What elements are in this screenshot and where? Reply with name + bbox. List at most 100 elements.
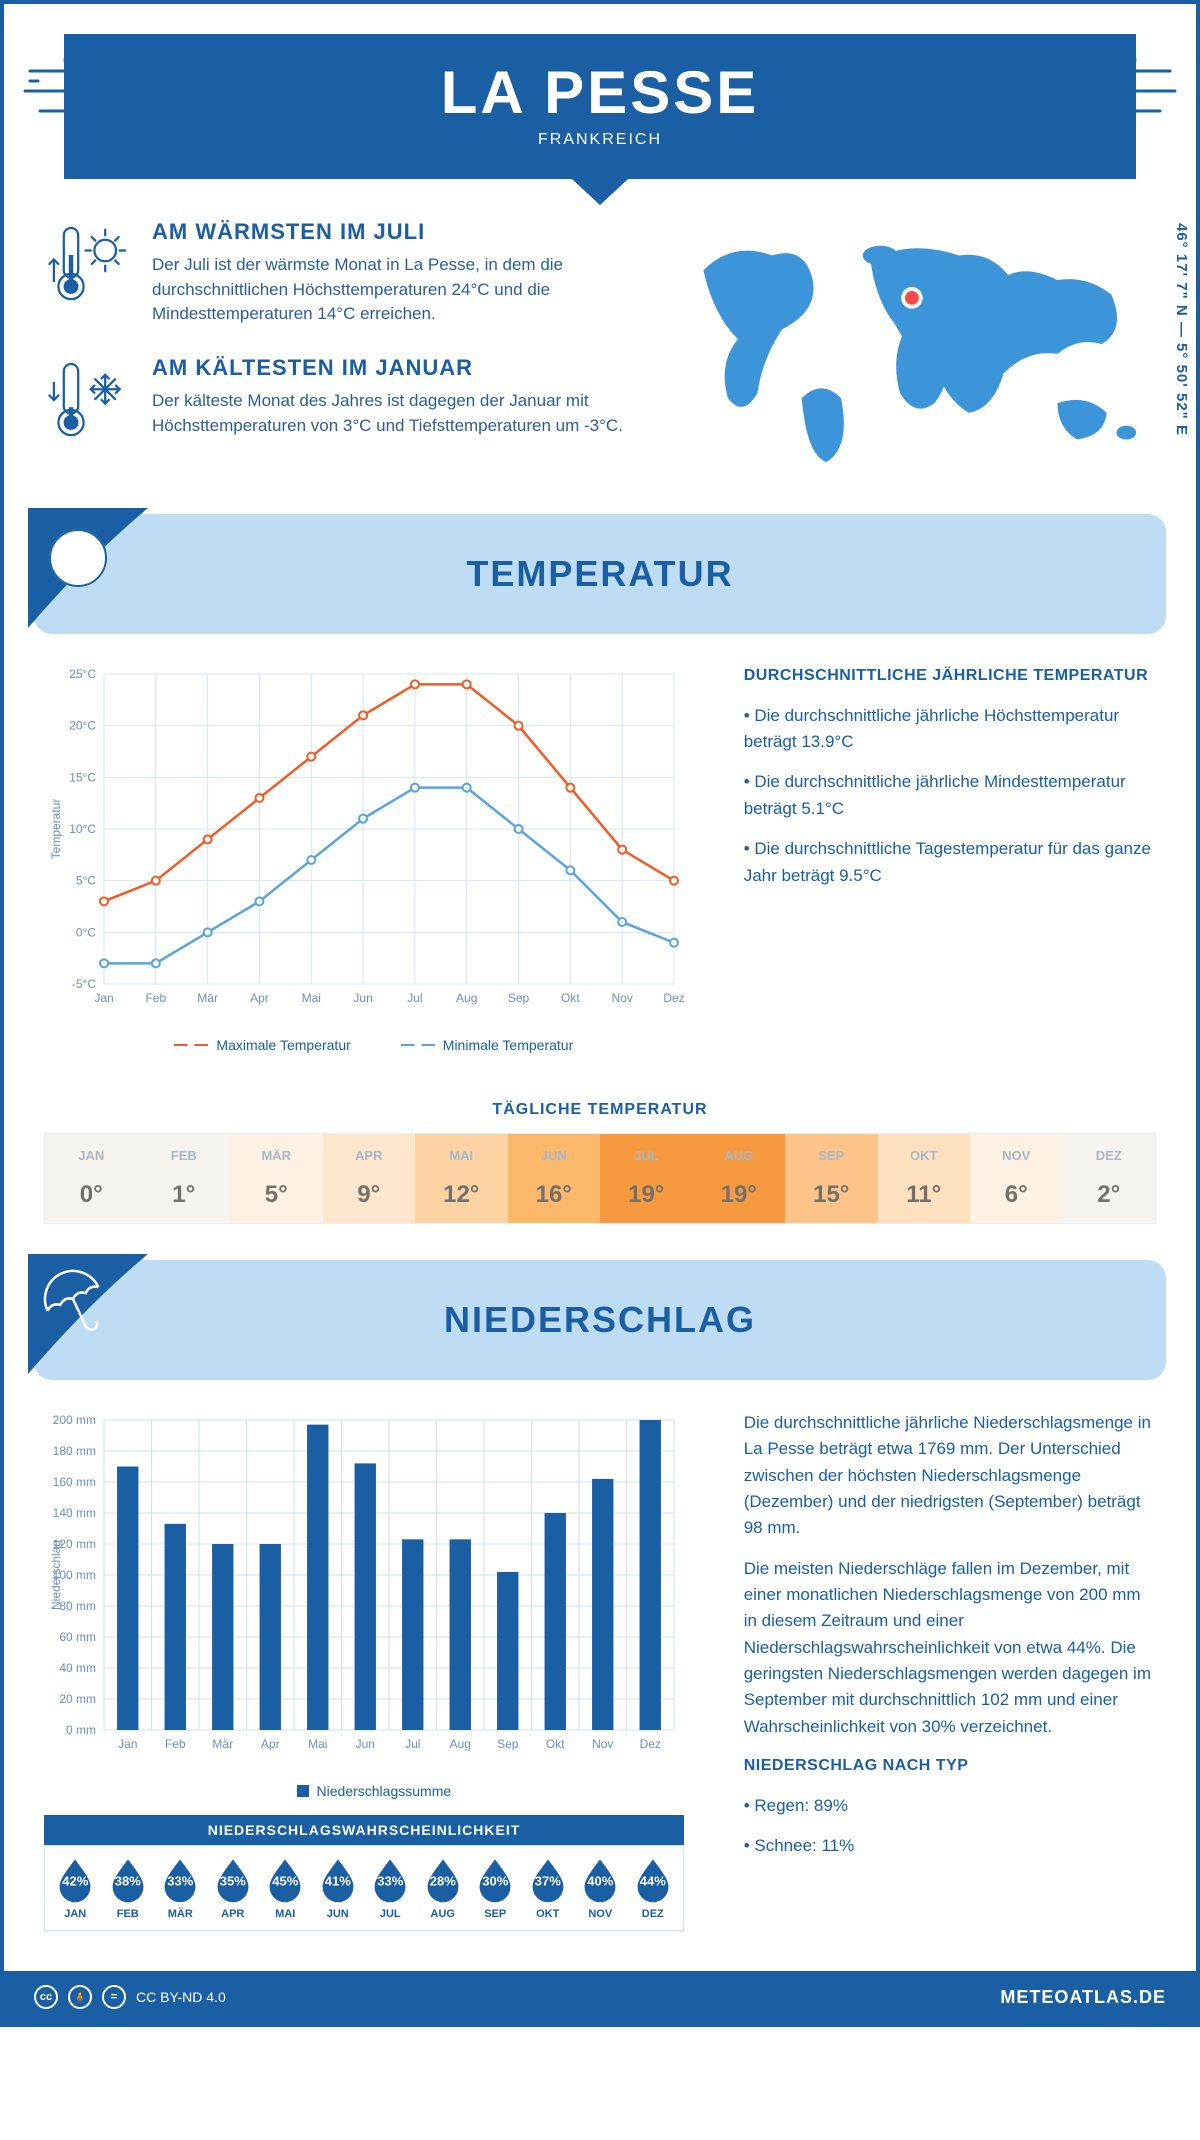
svg-text:Jan: Jan	[118, 1737, 137, 1751]
svg-text:60 mm: 60 mm	[59, 1630, 96, 1644]
svg-text:20 mm: 20 mm	[59, 1692, 96, 1706]
nd-icon: =	[102, 1985, 126, 2009]
svg-text:0°C: 0°C	[76, 925, 96, 939]
coordinates: 46° 17' 7" N — 5° 50' 52" E	[1173, 223, 1190, 436]
svg-text:200 mm: 200 mm	[53, 1413, 96, 1427]
coldest-text: Der kälteste Monat des Jahres ist dagege…	[152, 389, 634, 438]
cc-icon: cc	[34, 1985, 58, 2009]
svg-text:15°C: 15°C	[69, 770, 96, 784]
warmest-text: Der Juli ist der wärmste Monat in La Pes…	[152, 253, 634, 327]
page-subtitle: FRANKREICH	[64, 131, 1136, 149]
svg-text:Okt: Okt	[546, 1737, 565, 1751]
svg-text:Nov: Nov	[612, 991, 633, 1005]
precipitation-section-header: NIEDERSCHLAG	[34, 1260, 1166, 1380]
temp-cell: MAI 12°	[415, 1134, 508, 1223]
warmest-title: AM WÄRMSTEN IM JULI	[152, 219, 634, 245]
thermometer-snow-icon	[44, 355, 134, 445]
temperature-line-chart: -5°C 0°C 5°C 10°C 15°C 20°C 25°C Jan Feb Mär Apr Ma…	[44, 664, 684, 1024]
svg-text:80 mm: 80 mm	[59, 1599, 96, 1613]
sun-icon	[28, 508, 148, 628]
svg-text:Dez: Dez	[640, 1737, 661, 1751]
svg-text:Feb: Feb	[145, 991, 166, 1005]
daily-temp-table: JAN 0° FEB 1° MÄR 5° APR 9° MAI 12° JUN …	[44, 1133, 1156, 1224]
svg-text:Mär: Mär	[197, 991, 218, 1005]
svg-text:Feb: Feb	[165, 1737, 186, 1751]
footer: cc 🧍 = CC BY-ND 4.0 METEOATLAS.DE	[4, 1971, 1196, 2023]
svg-text:180 mm: 180 mm	[53, 1444, 96, 1458]
svg-text:Jan: Jan	[94, 991, 113, 1005]
prob-drop: 37% OKT	[522, 1856, 575, 1920]
svg-text:20°C: 20°C	[69, 719, 96, 733]
precipitation-bar-chart: 0 mm20 mm40 mm60 mm80 mm100 mm120 mm140 …	[44, 1410, 684, 1770]
precip-p2: Die meisten Niederschläge fallen im Deze…	[744, 1556, 1156, 1740]
svg-text:25°C: 25°C	[69, 667, 96, 681]
prob-drop: 44% DEZ	[627, 1856, 680, 1920]
thermometer-sun-icon	[44, 219, 134, 309]
precip-type-title: NIEDERSCHLAG NACH TYP	[744, 1754, 1156, 1779]
daily-temp-title: TÄGLICHE TEMPERATUR	[4, 1101, 1196, 1119]
legend-precip: Niederschlagssumme	[317, 1783, 452, 1799]
svg-text:Nov: Nov	[592, 1737, 613, 1751]
svg-text:Niederschlag: Niederschlag	[49, 1540, 63, 1610]
prob-drop: 41% JUN	[312, 1856, 365, 1920]
coldest-title: AM KÄLTESTEN IM JANUAR	[152, 355, 634, 381]
temp-side-b2: • Die durchschnittliche jährliche Mindes…	[744, 769, 1156, 822]
prob-drop: 45% MAI	[259, 1856, 312, 1920]
svg-text:5°C: 5°C	[76, 874, 96, 888]
precip-rain: • Regen: 89%	[744, 1793, 1156, 1819]
svg-text:-5°C: -5°C	[72, 977, 96, 991]
temperature-section-header: TEMPERATUR	[34, 514, 1166, 634]
prob-drop: 28% AUG	[417, 1856, 470, 1920]
precip-snow: • Schnee: 11%	[744, 1833, 1156, 1859]
svg-text:Mär: Mär	[212, 1737, 233, 1751]
svg-text:140 mm: 140 mm	[53, 1506, 96, 1520]
temp-cell: APR 9°	[323, 1134, 416, 1223]
svg-text:Aug: Aug	[456, 991, 477, 1005]
svg-text:Jun: Jun	[353, 991, 372, 1005]
precip-p1: Die durchschnittliche jährliche Niedersc…	[744, 1410, 1156, 1542]
warmest-fact: AM WÄRMSTEN IM JULI Der Juli ist der wär…	[44, 219, 634, 327]
coldest-fact: AM KÄLTESTEN IM JANUAR Der kälteste Mona…	[44, 355, 634, 445]
svg-text:Apr: Apr	[261, 1737, 280, 1751]
svg-text:Mai: Mai	[302, 991, 321, 1005]
svg-text:Apr: Apr	[250, 991, 269, 1005]
svg-text:160 mm: 160 mm	[53, 1475, 96, 1489]
svg-text:Sep: Sep	[497, 1737, 519, 1751]
temp-cell: SEP 15°	[785, 1134, 878, 1223]
header: LA PESSE FRANKREICH	[64, 34, 1136, 179]
temperature-title: TEMPERATUR	[466, 553, 733, 595]
temp-cell: AUG 19°	[693, 1134, 786, 1223]
temp-side-b3: • Die durchschnittliche Tagestemperatur …	[744, 836, 1156, 889]
prob-drop: 38% FEB	[102, 1856, 155, 1920]
precipitation-title: NIEDERSCHLAG	[444, 1299, 756, 1341]
prob-title: NIEDERSCHLAGSWAHRSCHEINLICHKEIT	[44, 1815, 684, 1845]
svg-text:Aug: Aug	[450, 1737, 471, 1751]
temp-cell: FEB 1°	[138, 1134, 231, 1223]
temp-side-title: DURCHSCHNITTLICHE JÄHRLICHE TEMPERATUR	[744, 664, 1156, 689]
temp-legend: Maximale Temperatur Minimale Temperatur	[44, 1037, 704, 1053]
svg-text:40 mm: 40 mm	[59, 1661, 96, 1675]
svg-text:Okt: Okt	[561, 991, 580, 1005]
temp-cell: OKT 11°	[878, 1134, 971, 1223]
svg-text:Sep: Sep	[508, 991, 530, 1005]
svg-text:Dez: Dez	[663, 991, 684, 1005]
svg-text:Temperatur: Temperatur	[49, 799, 63, 860]
temp-cell: DEZ 2°	[1063, 1134, 1156, 1223]
temp-cell: JUN 16°	[508, 1134, 601, 1223]
svg-text:Jun: Jun	[356, 1737, 375, 1751]
by-icon: 🧍	[68, 1985, 92, 2009]
svg-text:10°C: 10°C	[69, 822, 96, 836]
temp-cell: JUL 19°	[600, 1134, 693, 1223]
brand-text: METEOATLAS.DE	[1000, 1987, 1166, 2008]
prob-drop: 33% JUL	[364, 1856, 417, 1920]
prob-drops-row: 42% JAN 38% FEB 33% MÄR 35% APR	[44, 1845, 684, 1931]
legend-min: Minimale Temperatur	[443, 1037, 573, 1053]
prob-drop: 33% MÄR	[154, 1856, 207, 1920]
prob-drop: 40% NOV	[574, 1856, 627, 1920]
world-map-icon	[664, 219, 1156, 479]
page-title: LA PESSE	[64, 58, 1136, 127]
temp-cell: MÄR 5°	[230, 1134, 323, 1223]
legend-max: Maximale Temperatur	[216, 1037, 350, 1053]
umbrella-icon	[28, 1254, 148, 1374]
precip-legend: Niederschlagssumme	[44, 1783, 704, 1799]
